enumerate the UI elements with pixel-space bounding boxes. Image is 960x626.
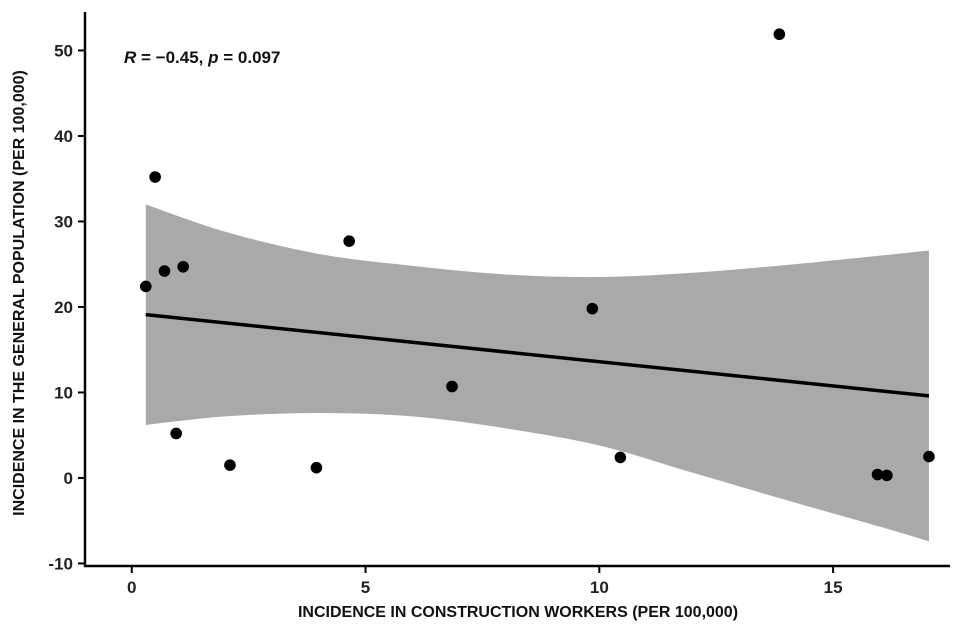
p-value: = 0.097 [219, 48, 281, 67]
confidence-band [145, 204, 929, 542]
regression-line [145, 312, 930, 398]
r-symbol: R [124, 48, 137, 67]
p-symbol: p [207, 48, 218, 67]
data-point [881, 469, 893, 482]
data-point [773, 28, 786, 41]
data-point [343, 235, 355, 247]
data-point [871, 468, 884, 481]
x-axis-title: INCIDENCE IN CONSTRUCTION WORKERS (PER 1… [298, 604, 738, 621]
data-point [158, 265, 171, 277]
r-value: = −0.45, [136, 48, 208, 67]
data-point [149, 171, 161, 183]
data-point [139, 280, 152, 293]
regression-line-layer [145, 312, 930, 398]
y-tick-label: 50 [54, 41, 73, 60]
data-point [170, 427, 182, 440]
data-points-layer [139, 28, 935, 482]
data-point [224, 459, 236, 471]
data-point [614, 451, 627, 464]
y-axis-title: INCIDENCE IN THE GENERAL POPULATION (PER… [11, 70, 28, 516]
y-tick-label: 20 [54, 298, 73, 317]
y-tick-label: 10 [54, 383, 73, 402]
confidence-band-layer [145, 204, 929, 542]
data-point [446, 380, 458, 393]
axes: 0 5 10 15 -10 0 10 20 30 40 50 [48, 12, 950, 597]
data-point [177, 260, 189, 273]
y-tick-label: 30 [54, 212, 73, 231]
x-tick-label: 5 [361, 578, 370, 597]
x-tick-label: 15 [824, 578, 843, 597]
correlation-annotation: R = −0.45, p = 0.097 [124, 48, 280, 67]
x-tick-label: 0 [127, 578, 136, 597]
data-point [586, 302, 599, 315]
y-tick-label: -10 [48, 554, 73, 573]
y-tick-label: 0 [64, 469, 73, 488]
y-tick-label: 40 [54, 127, 73, 146]
x-tick-label: 10 [590, 578, 609, 597]
data-point [923, 450, 935, 463]
data-point [310, 461, 323, 474]
